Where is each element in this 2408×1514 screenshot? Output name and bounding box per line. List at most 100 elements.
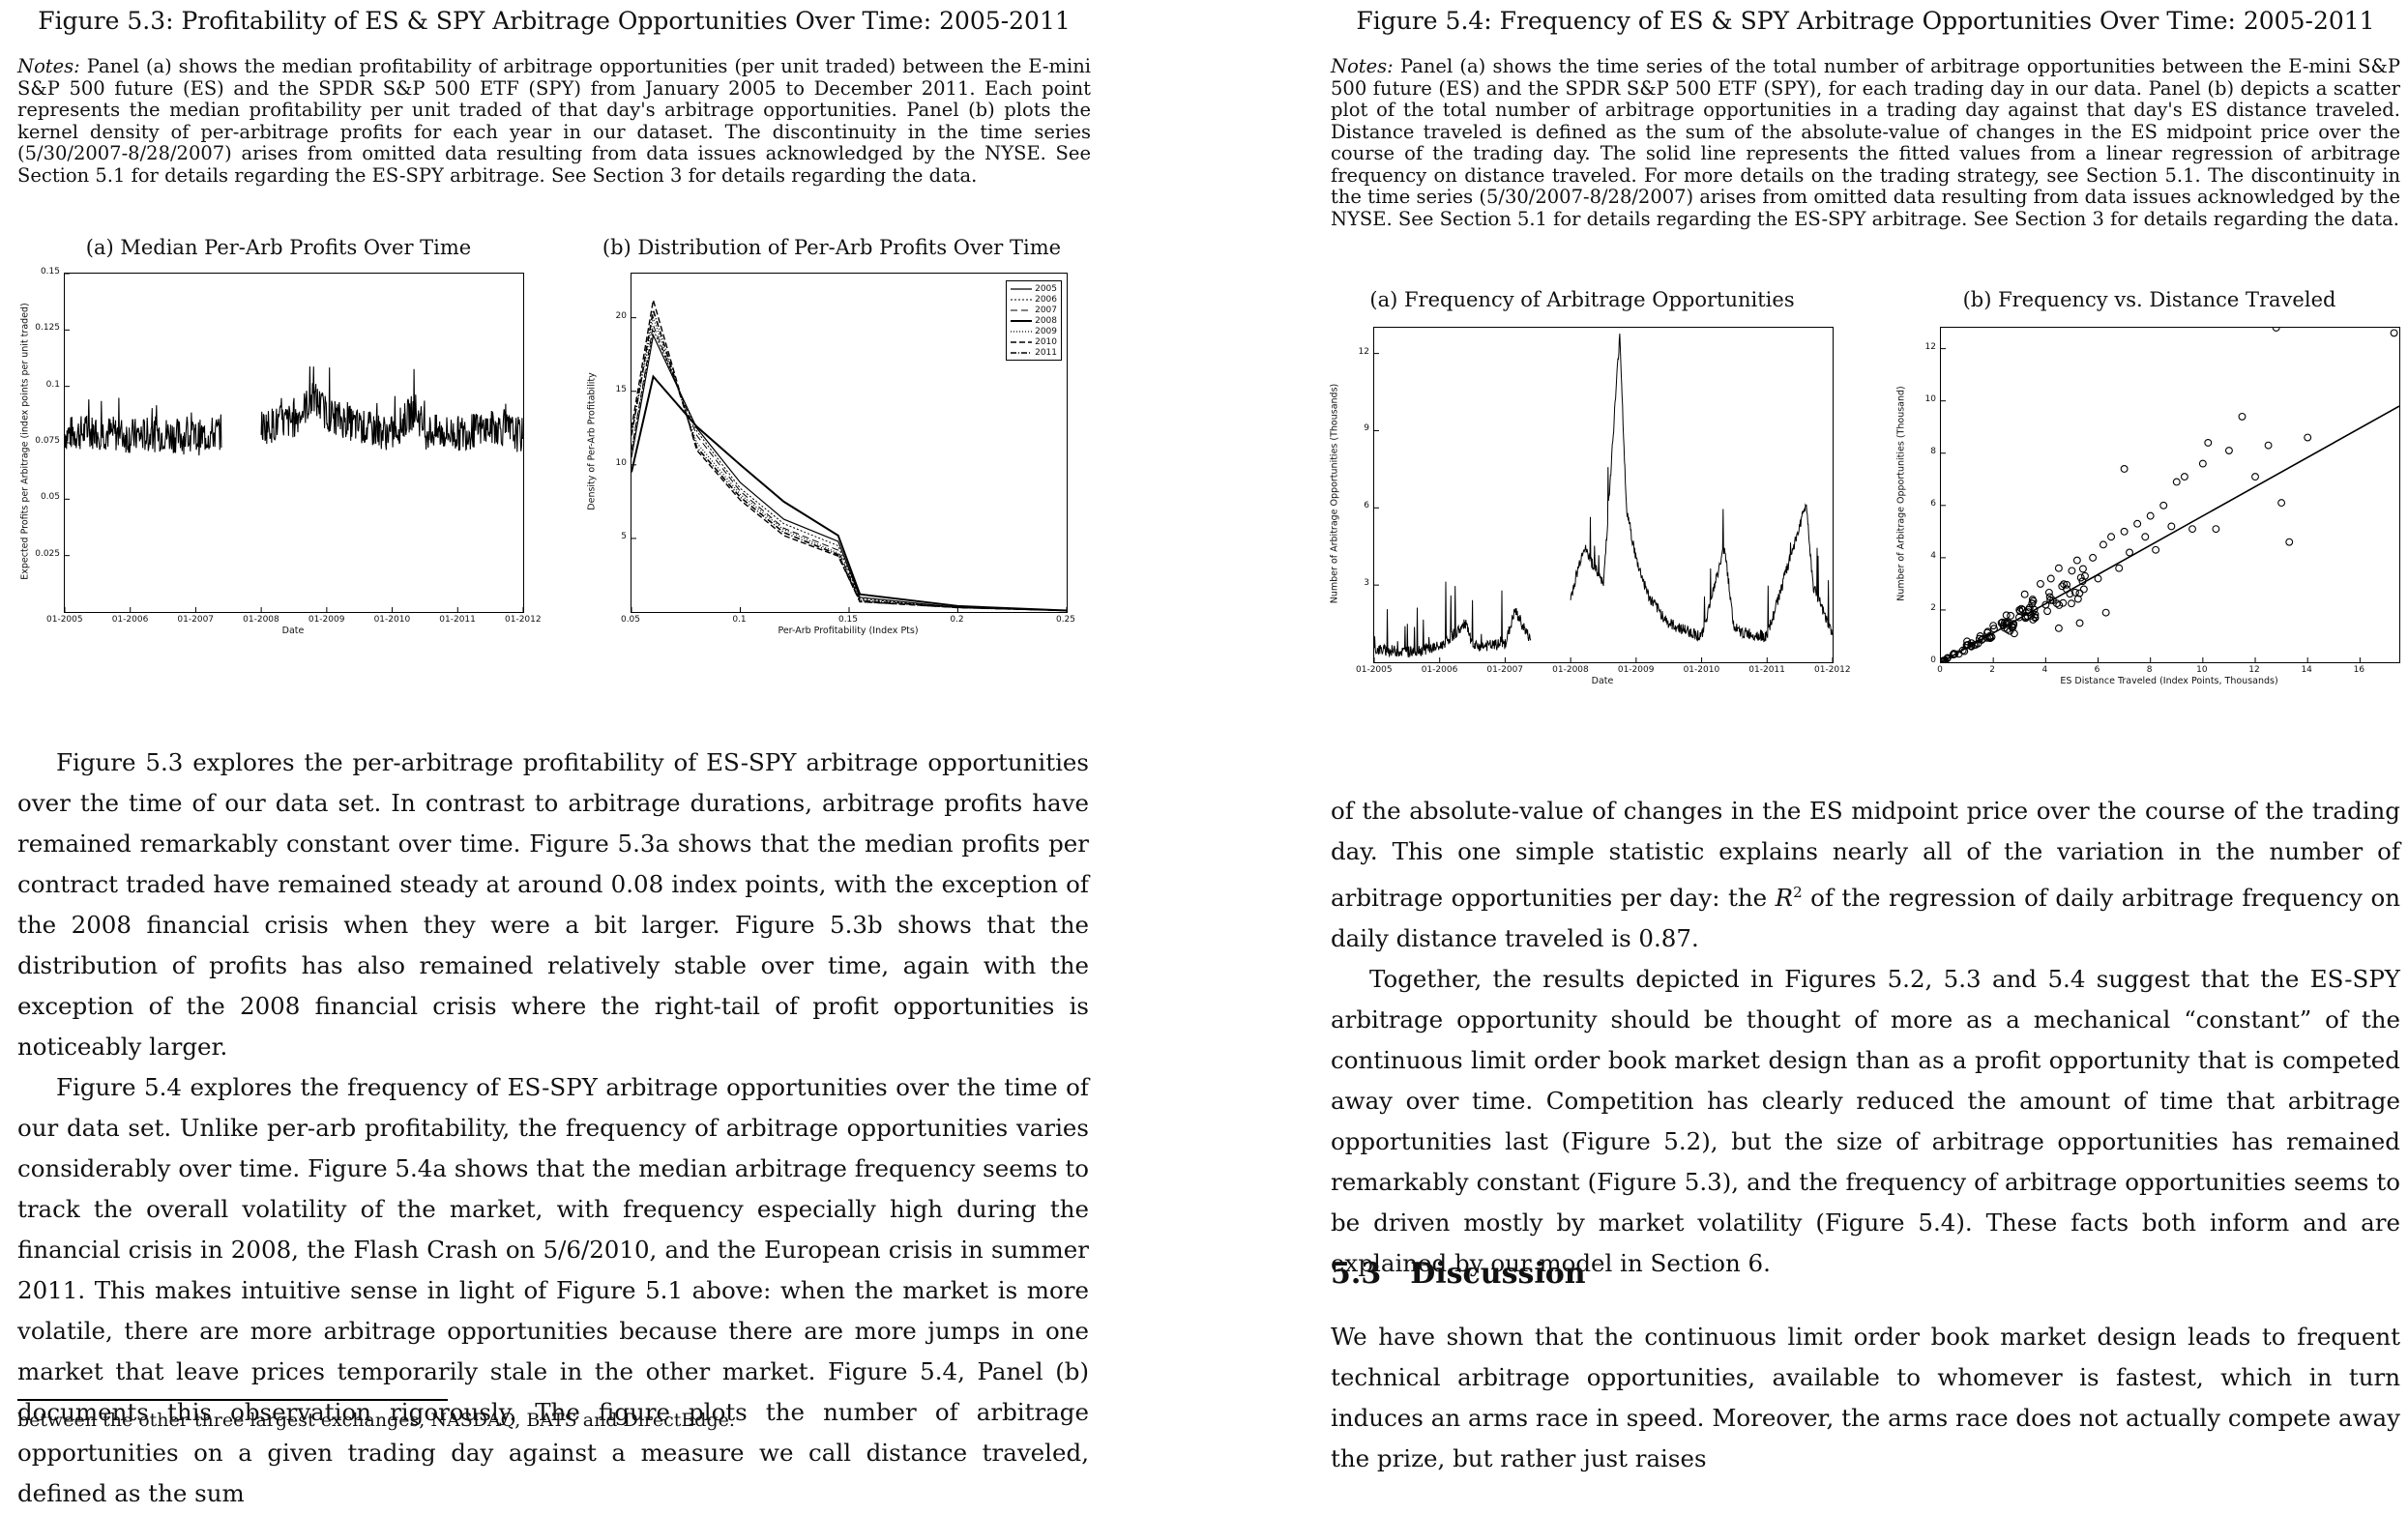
x-tick-label: 4	[2041, 665, 2048, 675]
legend-label: 2007	[1035, 305, 1057, 315]
plot-svg	[631, 300, 1067, 612]
x-tick-label: 01-2011	[439, 615, 476, 625]
figure-5-4b-panel: (b) Frequency vs. Distance Traveled 0 2 4 6…	[1895, 288, 2403, 704]
superscript: 2	[1793, 884, 1803, 901]
legend-swatch	[1011, 319, 1033, 322]
y-axis-label: Expected Profits per Arbitrage (index po…	[19, 303, 31, 580]
scatter-point	[2198, 459, 2207, 468]
scatter-point	[2072, 556, 2081, 565]
plot-svg	[1374, 334, 1833, 662]
x-tick-label: 01-2010	[373, 615, 411, 625]
plot-area	[64, 273, 524, 613]
plot-area	[631, 273, 1068, 613]
scatter-point	[2015, 605, 2024, 614]
x-tick-label: 01-2009	[308, 615, 345, 625]
y-axis-label: Number of Arbitrage Opportunities (Thous…	[1895, 386, 1907, 601]
plot-svg	[65, 274, 523, 612]
paragraph: Together, the results depicted in Figure…	[1331, 965, 2400, 1278]
legend-label: 2009	[1035, 326, 1057, 336]
scatter-point	[2099, 540, 2107, 549]
scatter-point	[2076, 573, 2085, 582]
x-tick-label: 0.25	[1055, 615, 1076, 625]
r-squared-symbol: R	[1775, 884, 1794, 913]
scatter-point	[1941, 655, 1950, 662]
scatter-point	[2167, 522, 2176, 531]
x-tick-label: 0.2	[950, 615, 964, 625]
section-heading: 5.3 Discussion	[1331, 1257, 1586, 1291]
scatter-point	[2006, 626, 2014, 635]
scatter-point	[1950, 650, 1958, 658]
left-body-text: Figure 5.3 explores the per-arbitrage pr…	[17, 742, 1089, 1514]
x-tick-label: 0	[1937, 665, 1943, 675]
figure-5-3b-panel: (b) Distribution of Per-Arb Profits Over…	[580, 236, 1083, 652]
panel-caption: (a) Median Per-Arb Profits Over Time	[85, 236, 472, 259]
legend-label: 2005	[1035, 283, 1057, 294]
scatter-point	[2046, 574, 2055, 583]
section-number: 5.3	[1331, 1257, 1382, 1291]
legend-swatch	[1011, 351, 1033, 354]
scatter-point	[2272, 328, 2280, 332]
scatter-point	[2146, 511, 2155, 520]
legend-entry: 2007	[1011, 305, 1057, 315]
paragraph-continued: of the absolute-value of changes in the …	[1331, 797, 2400, 953]
scatter-point	[1997, 619, 2006, 627]
x-axis-label: Date	[281, 626, 305, 636]
x-tick-label: 6	[2094, 665, 2100, 675]
scatter-point	[2115, 564, 2124, 572]
scatter-point	[2068, 567, 2076, 575]
y-axis-label: Density of Per-Arb Profitability	[586, 372, 598, 510]
legend-swatch	[1011, 287, 1033, 290]
figure-5-3a-panel: (a) Median Per-Arb Profits Over Time 01-…	[17, 236, 542, 652]
right-page: Figure 5.4: Frequency of ES & SPY Arbitr…	[1331, 0, 2400, 230]
scatter-point	[2285, 538, 2294, 546]
figure-5-4a-panel: (a) Frequency of Arbitrage Opportunities…	[1330, 288, 1851, 704]
panel-caption: (b) Frequency vs. Distance Traveled	[1962, 288, 2336, 311]
x-tick-label: 16	[2353, 665, 2365, 675]
scatter-point	[2028, 596, 2037, 604]
scatter-point	[2204, 438, 2213, 447]
x-tick-label: 01-2010	[1683, 665, 1720, 675]
scatter-point	[2152, 545, 2160, 554]
section-title: Discussion	[1410, 1257, 1586, 1291]
scatter-point	[2045, 593, 2054, 601]
y-tick-label: 0.05	[40, 492, 60, 503]
scatter-point	[2188, 525, 2196, 534]
x-tick-label: 01-2005	[1356, 665, 1393, 675]
scatter-point	[2029, 616, 2038, 624]
figure-5-3-notes: Notes: Panel (a) shows the median profit…	[17, 55, 1091, 187]
scatter-point	[2079, 585, 2088, 594]
y-tick-label: 0.075	[35, 436, 60, 446]
scatter-point	[1976, 632, 1984, 640]
legend-entry: 2005	[1011, 283, 1057, 294]
arbitrage-frequency-line	[1374, 334, 1833, 658]
scatter-point	[2107, 533, 2116, 541]
y-tick-label: 12	[1924, 341, 1936, 352]
scatter-point	[1989, 622, 1998, 630]
y-tick-label: 15	[615, 384, 627, 394]
x-axis-label: Date	[1591, 676, 1614, 686]
density-line-2005	[631, 333, 1067, 612]
y-tick-label: 3	[1364, 578, 1369, 589]
y-tick-label: 10	[1924, 393, 1936, 404]
plot-svg	[1941, 328, 2399, 662]
y-tick-label: 0.025	[35, 548, 60, 559]
notes-label: Notes:	[17, 55, 80, 77]
y-tick-label: 6	[1930, 498, 1936, 509]
legend-entry: 2011	[1011, 347, 1057, 358]
scatter-point	[2172, 478, 2181, 486]
paragraph: Figure 5.4 explores the frequency of ES-…	[17, 1073, 1089, 1507]
footnote: between the other three largest exchange…	[17, 1410, 735, 1431]
scatter-point	[2031, 610, 2040, 619]
scatter-point	[2075, 619, 2084, 627]
figure-5-3-title: Figure 5.3: Profitability of ES & SPY Ar…	[38, 7, 1071, 35]
notes-text: Panel (a) shows the median profitability…	[17, 55, 1091, 187]
scatter-point	[2054, 564, 2063, 572]
scatter-point	[2126, 548, 2133, 557]
y-tick-label: 5	[621, 531, 627, 541]
scatter-point	[2030, 605, 2039, 614]
scatter-point	[2020, 590, 2029, 598]
y-tick-label: 6	[1364, 501, 1369, 511]
legend-label: 2008	[1035, 315, 1057, 326]
scatter-point	[2390, 329, 2398, 337]
x-axis-label: ES Distance Traveled (Index Points, Thou…	[2060, 676, 2278, 686]
